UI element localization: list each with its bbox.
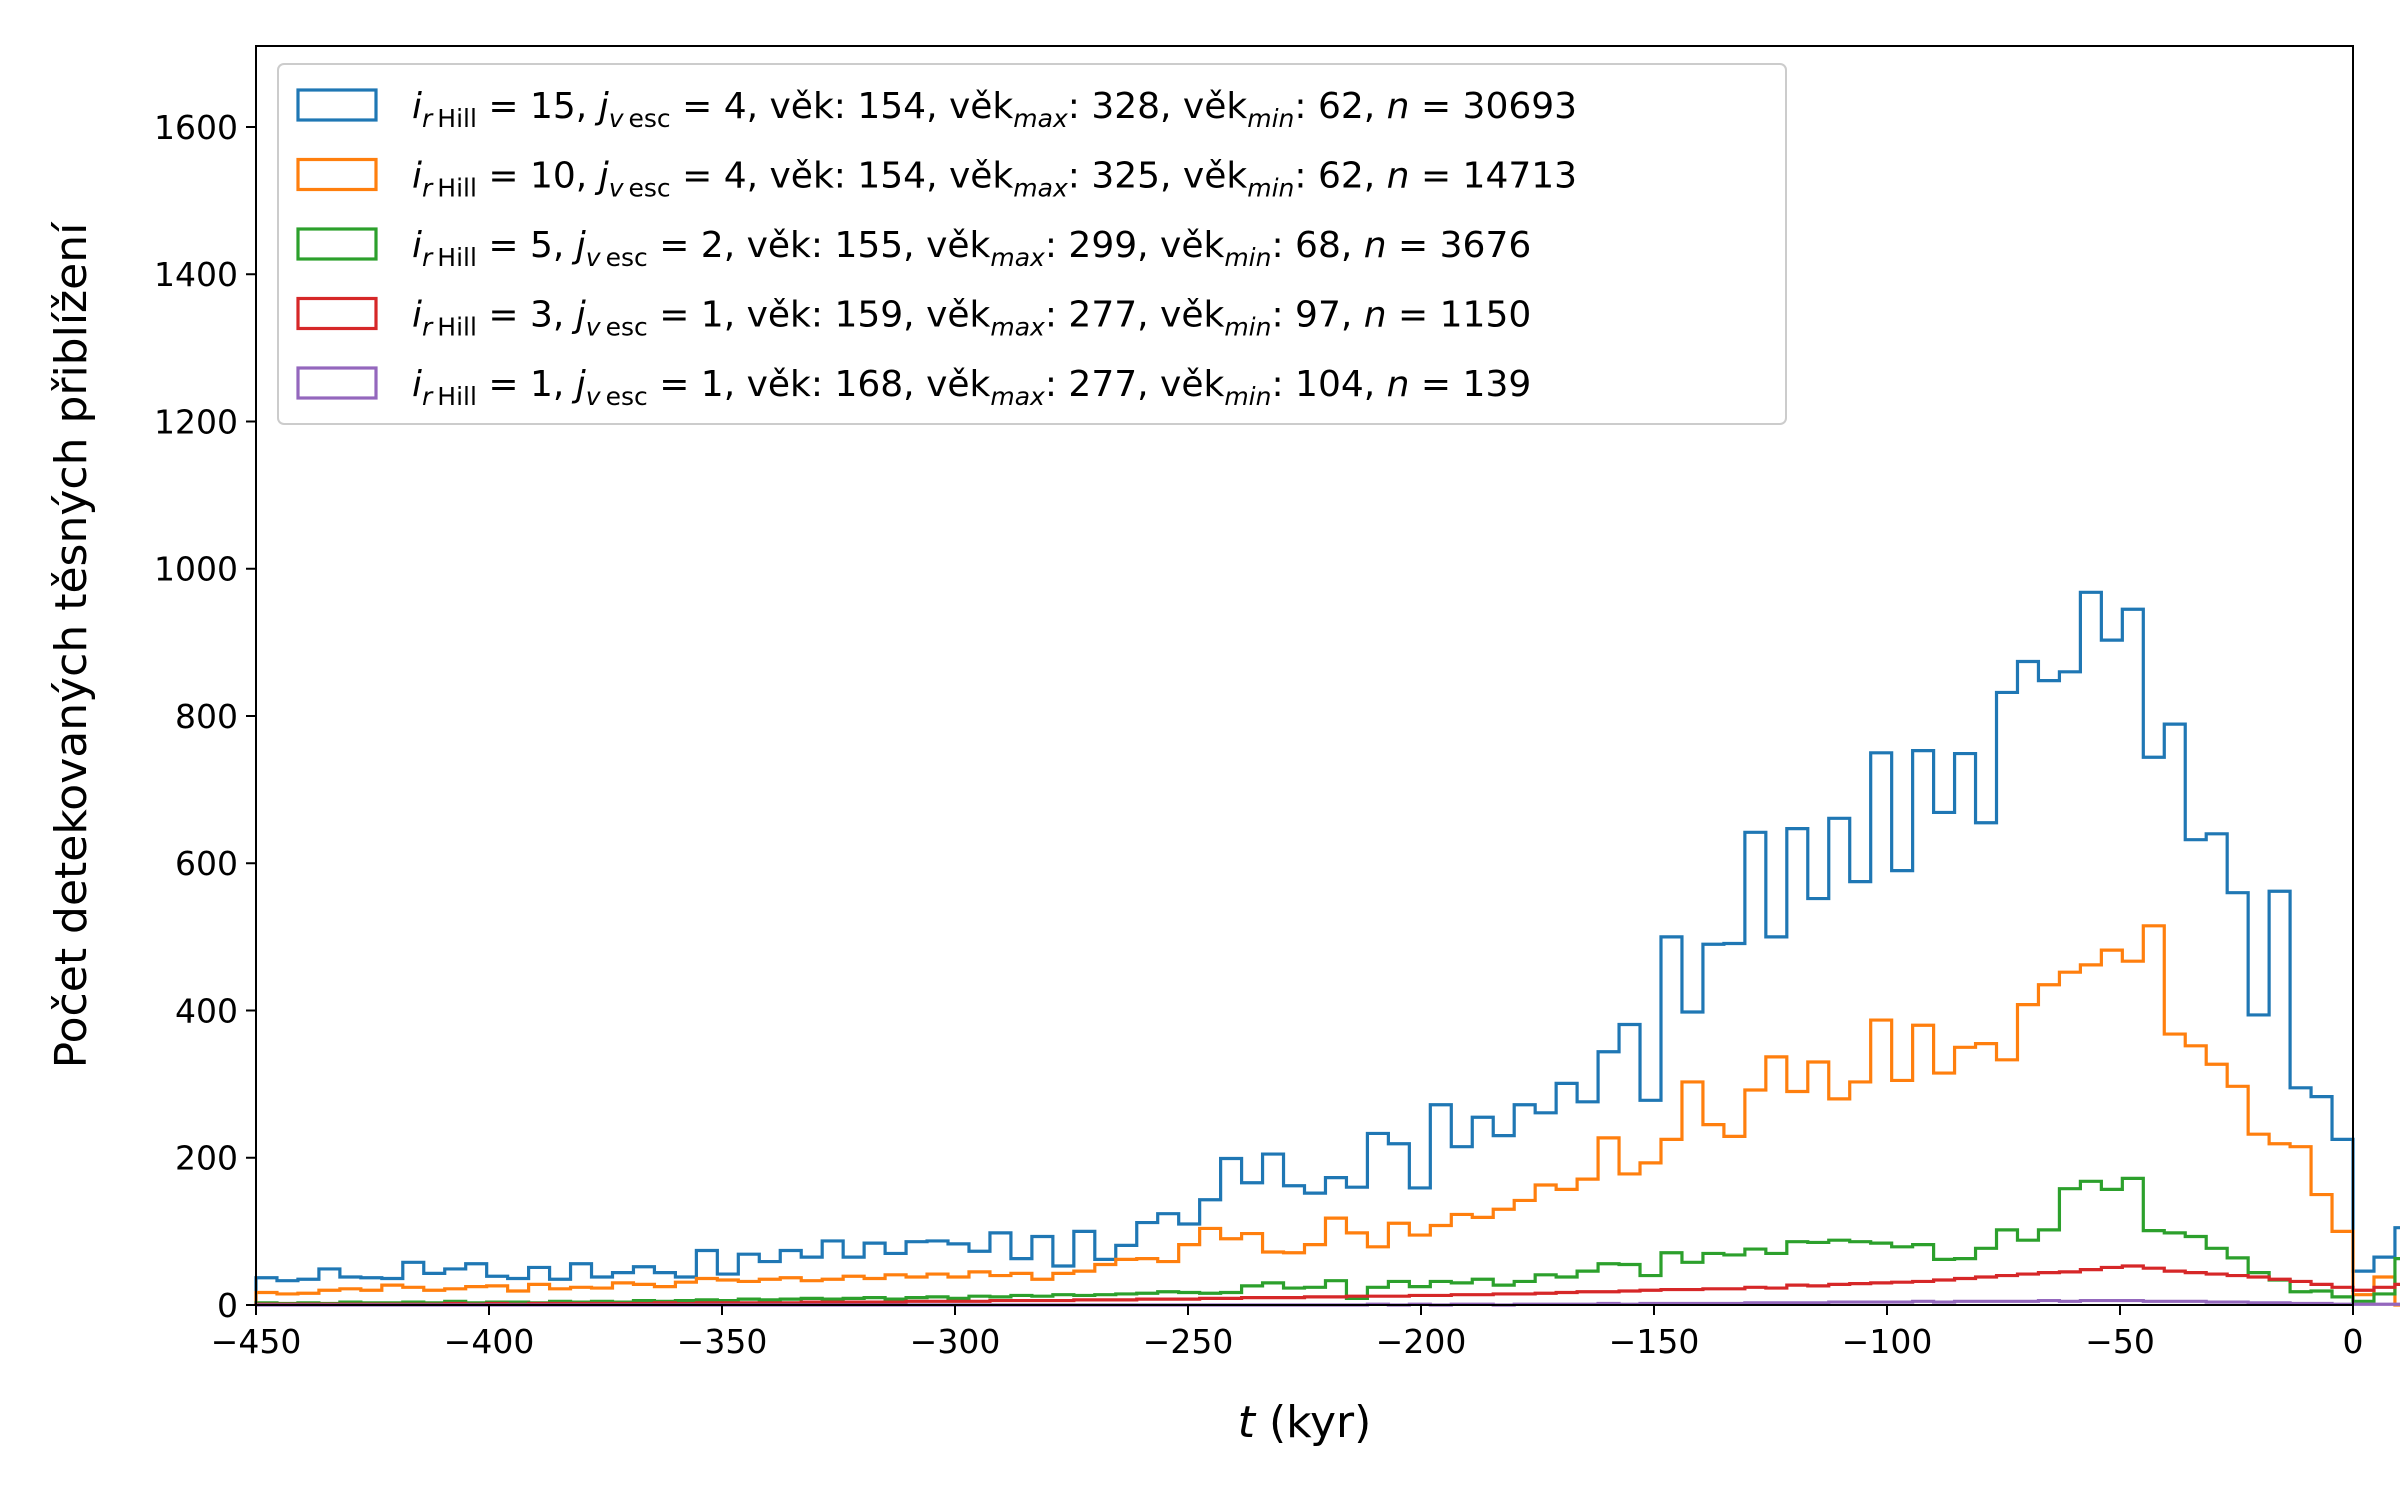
y-tick-label: 1400	[154, 255, 238, 294]
histogram-series-1	[254, 590, 2400, 1305]
x-tick-label: −50	[2085, 1322, 2155, 1361]
x-tick-label: −400	[444, 1322, 535, 1361]
legend-box	[277, 63, 1787, 425]
legend-swatch-5	[296, 366, 378, 400]
y-tick-label: 0	[217, 1286, 238, 1325]
legend-swatch-2	[296, 157, 378, 192]
y-tick-label: 400	[175, 991, 238, 1030]
x-tick-label: −100	[1842, 1322, 1933, 1361]
histogram-series-4	[254, 1264, 2400, 1306]
y-axis-label: Počet detekovaných těsných přiblížení	[46, 221, 97, 1068]
plot-area	[254, 590, 2400, 1307]
x-tick-label: 0	[2343, 1322, 2364, 1361]
legend-swatch-3	[296, 227, 378, 261]
x-tick-label: −350	[677, 1322, 768, 1361]
histogram-series-3	[254, 1176, 2400, 1306]
y-tick-label: 600	[175, 844, 238, 883]
x-axis-ticks: −450 −400 −350 −300 −250 −200 −150 −100 −50 0	[211, 1305, 2364, 1361]
axes-frame	[255, 45, 2354, 1306]
legend: ir Hill = 15, jv esc = 4, věk: 154, věkm…	[277, 63, 1787, 425]
y-tick-label: 1600	[154, 108, 238, 147]
legend-swatch-1	[296, 88, 378, 122]
y-tick-label: 200	[175, 1139, 238, 1178]
histogram-series-2	[254, 924, 2400, 1307]
x-tick-label: −250	[1143, 1322, 1234, 1361]
legend-entry-1: ir Hill = 15, jv esc = 4, věk: 154, věkm…	[412, 86, 1577, 133]
x-tick-label: −150	[1609, 1322, 1700, 1361]
legend-swatch-4	[296, 296, 378, 331]
y-tick-label: 1000	[154, 550, 238, 589]
legend-entry-4: ir Hill = 3, jv esc = 1, věk: 159, věkma…	[412, 295, 1531, 342]
y-tick-label: 800	[175, 697, 238, 736]
x-tick-label: −300	[910, 1322, 1001, 1361]
x-tick-label: −200	[1376, 1322, 1467, 1361]
legend-entry-5: ir Hill = 1, jv esc = 1, věk: 168, věkma…	[412, 364, 1531, 411]
y-axis-ticks: 0 200 400 600 800 1000 1200 1400 1600	[154, 108, 256, 1325]
x-tick-label: −450	[211, 1322, 302, 1361]
x-axis-label: t (kyr)	[1238, 1397, 1372, 1448]
legend-entry-3: ir Hill = 5, jv esc = 2, věk: 155, věkma…	[412, 225, 1531, 272]
legend-entry-2: ir Hill = 10, jv esc = 4, věk: 154, věkm…	[412, 156, 1577, 203]
y-tick-label: 1200	[154, 402, 238, 441]
